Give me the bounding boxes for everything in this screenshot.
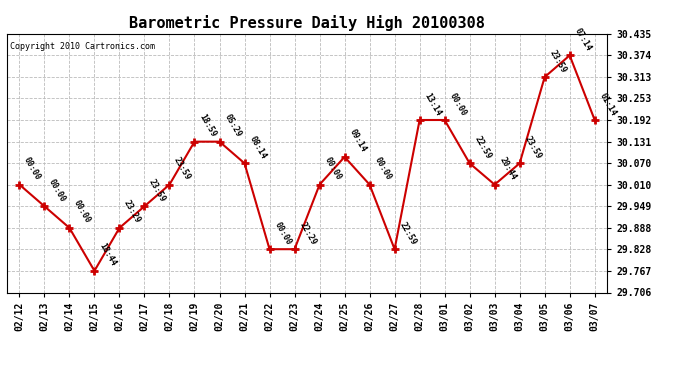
Text: 00:00: 00:00: [373, 156, 393, 182]
Text: 18:44: 18:44: [97, 242, 117, 268]
Text: 23:59: 23:59: [147, 177, 168, 204]
Text: 18:59: 18:59: [197, 113, 217, 139]
Text: 13:14: 13:14: [422, 91, 443, 117]
Text: 23:59: 23:59: [522, 134, 543, 160]
Text: 23:59: 23:59: [172, 156, 193, 182]
Text: 00:00: 00:00: [47, 177, 68, 204]
Text: 01:14: 01:14: [598, 91, 618, 117]
Text: 20:44: 20:44: [497, 156, 518, 182]
Text: 22:29: 22:29: [297, 220, 317, 246]
Text: 00:00: 00:00: [22, 156, 43, 182]
Text: 07:14: 07:14: [573, 27, 593, 52]
Title: Barometric Pressure Daily High 20100308: Barometric Pressure Daily High 20100308: [129, 15, 485, 31]
Text: 23:59: 23:59: [547, 48, 568, 74]
Text: 00:00: 00:00: [273, 220, 293, 246]
Text: 22:59: 22:59: [473, 134, 493, 160]
Text: 22:59: 22:59: [397, 220, 417, 246]
Text: 08:14: 08:14: [247, 134, 268, 160]
Text: 00:00: 00:00: [322, 156, 343, 182]
Text: 05:29: 05:29: [222, 113, 243, 139]
Text: 09:14: 09:14: [347, 128, 368, 154]
Text: 00:00: 00:00: [72, 199, 92, 225]
Text: 00:00: 00:00: [447, 91, 468, 117]
Text: 23:29: 23:29: [122, 199, 143, 225]
Text: Copyright 2010 Cartronics.com: Copyright 2010 Cartronics.com: [10, 42, 155, 51]
